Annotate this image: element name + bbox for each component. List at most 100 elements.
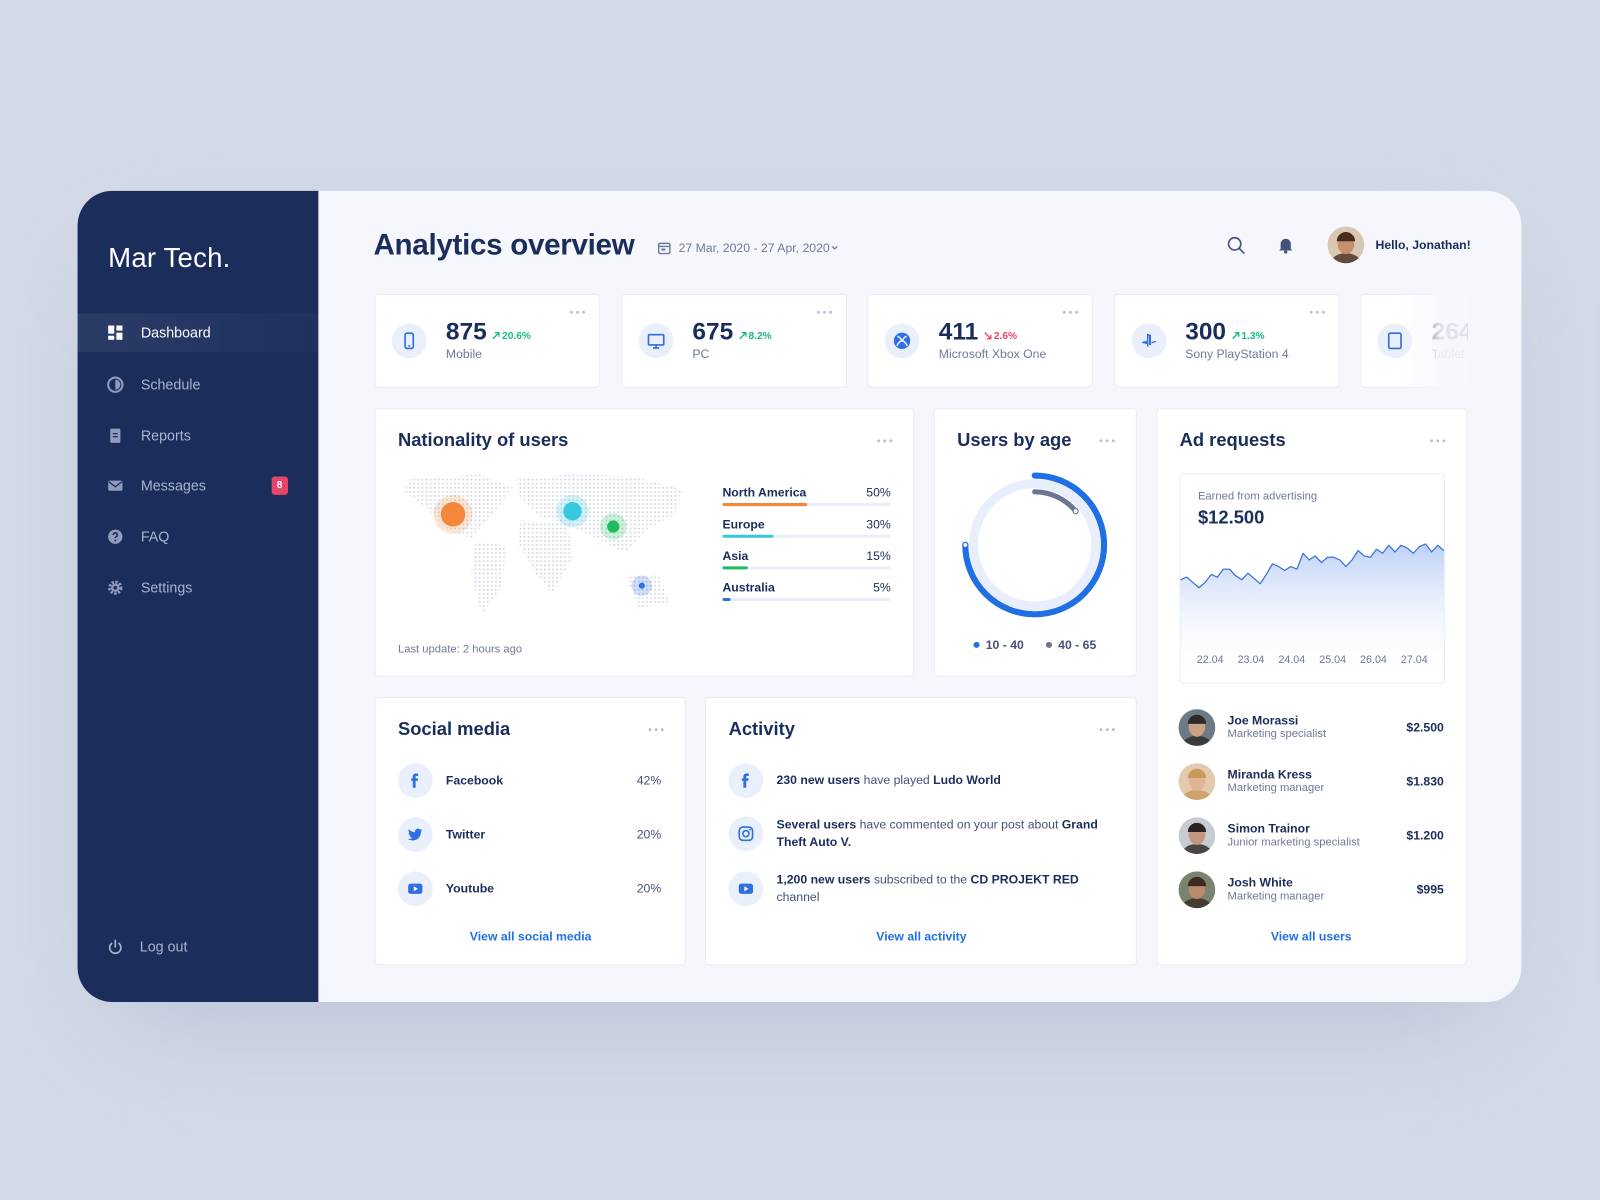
nav-label[interactable]: Dashboard [140, 324, 211, 341]
more-button[interactable] [1095, 721, 1119, 737]
icon [816, 310, 832, 314]
icon [1327, 226, 1365, 264]
icon-shape [1284, 250, 1288, 254]
social-icon [405, 824, 425, 844]
nav-label[interactable]: Settings [140, 579, 193, 596]
trend-arrow [492, 331, 500, 340]
icon [984, 332, 992, 340]
activity-highlight: Ludo World [933, 772, 1001, 788]
stat-icon-bg [391, 323, 427, 359]
icon-shape [576, 310, 579, 314]
more-button[interactable] [565, 304, 589, 320]
icon-shape [1436, 439, 1440, 443]
panel-title: Ad requests [1179, 429, 1286, 451]
icon [108, 580, 123, 595]
icon-shape [116, 332, 123, 340]
stat-value: 411 [938, 317, 979, 346]
more-button[interactable] [1095, 433, 1119, 449]
continent [471, 540, 507, 615]
map-bubble [607, 520, 620, 533]
panel [705, 696, 1137, 966]
social-icon [405, 879, 425, 899]
more-button[interactable] [1425, 433, 1449, 449]
more-button[interactable] [872, 433, 896, 449]
icon-shape [648, 728, 652, 732]
logout-icon [105, 937, 125, 957]
icon-shape [1178, 709, 1216, 746]
icon-shape [569, 310, 586, 314]
user-name: Miranda Kress [1227, 767, 1312, 782]
icon-shape [1181, 735, 1213, 746]
icon-shape [742, 829, 750, 838]
user-role: Marketing manager [1227, 890, 1325, 903]
icon [877, 439, 893, 443]
icon-shape [1146, 333, 1151, 347]
donut-end [962, 541, 969, 549]
icon-shape [661, 248, 666, 251]
bar-track [722, 597, 891, 602]
nav-icon [105, 374, 125, 394]
bar-track [722, 566, 891, 570]
bar [722, 534, 773, 538]
nav-icon [105, 527, 125, 547]
icon [411, 773, 419, 788]
icon-shape [1430, 439, 1434, 443]
more-button[interactable] [1058, 304, 1082, 320]
icon-shape [407, 828, 423, 841]
icon [648, 728, 664, 732]
nav-icon [105, 578, 125, 598]
icon-shape [1062, 310, 1066, 314]
activity-phrase: subscribed to the [870, 872, 971, 887]
icon-shape [116, 325, 123, 331]
world-map [393, 469, 694, 622]
icon-shape [883, 439, 887, 443]
activity-highlight: CD PROJEKT RED [970, 872, 1079, 887]
panel-title: Activity [728, 718, 795, 739]
more-button[interactable] [644, 721, 668, 737]
icon-circle [728, 816, 764, 852]
search-button[interactable] [1226, 235, 1246, 255]
social-value: 42% [636, 773, 662, 788]
more-button[interactable] [812, 304, 836, 320]
nav-icon [105, 426, 125, 446]
x-tick-label: 26.04 [1360, 653, 1387, 667]
region-value: 5% [873, 580, 891, 595]
date-range[interactable]: 27 Mar, 2020 - 27 Apr, 2020 [678, 240, 830, 255]
nav-label[interactable]: FAQ [140, 528, 170, 545]
nav-label[interactable]: Reports [140, 427, 191, 444]
more-button[interactable] [1305, 304, 1329, 320]
icon-shape [113, 585, 118, 590]
stat-card [374, 293, 600, 388]
view-all-link[interactable]: View all users [1270, 929, 1352, 944]
nav-label[interactable]: Messages [140, 477, 206, 494]
stat-icon-bg [1131, 323, 1166, 359]
legend-label: 40 - 65 [1058, 637, 1097, 652]
activity-text: 1,200 new users subscribed to the CD PRO… [777, 871, 1119, 906]
activity-text: 230 new users have played Ludo World [777, 772, 1119, 789]
stat-icon-bg [638, 323, 673, 359]
region-value: 15% [866, 548, 891, 564]
icon-shape [1231, 331, 1239, 340]
icon-shape [112, 433, 118, 438]
nav-label[interactable]: Schedule [140, 376, 201, 393]
view-all-link[interactable]: View all social media [469, 929, 592, 944]
icon [1178, 763, 1216, 800]
stat-value: 300 [1185, 317, 1227, 346]
icon [738, 826, 754, 842]
map-bubble [638, 582, 645, 589]
icon-shape [1178, 763, 1216, 800]
continent [516, 474, 684, 554]
stat-value: 675 [692, 317, 734, 346]
donut-track [968, 479, 1101, 611]
map-bubble [563, 502, 582, 521]
chart-total: $12.500 [1197, 507, 1265, 528]
donut-arc [962, 472, 1108, 618]
icon [1309, 310, 1325, 314]
notifications-button[interactable] [1276, 235, 1296, 255]
activity-phrase: channel [776, 889, 820, 905]
icon-shape [1187, 822, 1207, 833]
region-name: Europe [722, 517, 765, 532]
icon-shape [738, 826, 754, 842]
view-all-link[interactable]: View all activity [876, 929, 967, 944]
logout[interactable]: Log out [139, 938, 188, 955]
